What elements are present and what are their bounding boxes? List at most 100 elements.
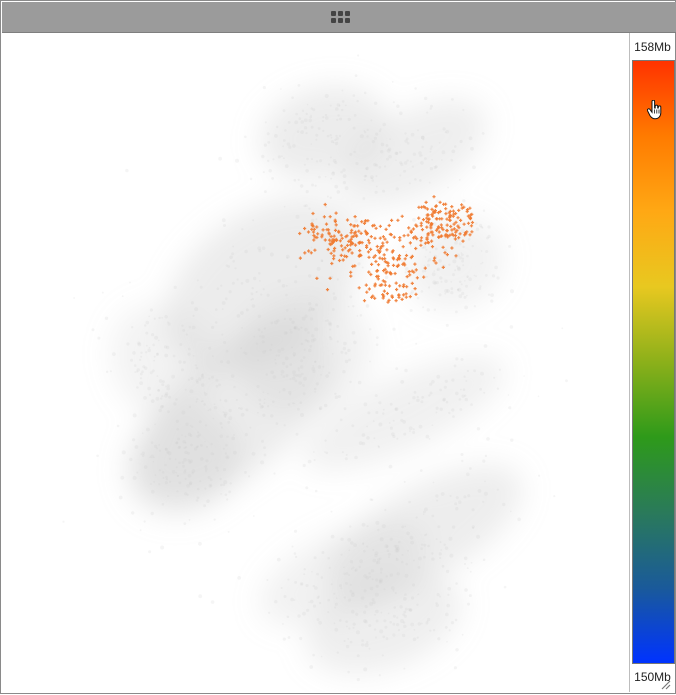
highlight-point xyxy=(430,239,434,243)
scatter-plot-canvas[interactable] xyxy=(4,33,629,692)
cloud-point xyxy=(196,434,200,438)
cloud-point xyxy=(449,553,454,558)
cloud-point xyxy=(167,384,170,388)
cloud-point xyxy=(336,278,339,281)
cloud-point xyxy=(278,391,281,394)
cloud-point xyxy=(325,374,329,378)
highlight-point xyxy=(385,291,389,296)
cloud-point xyxy=(392,622,396,626)
highlight-point xyxy=(375,244,379,249)
cloud-point xyxy=(292,402,295,405)
cloud-point xyxy=(334,392,337,395)
cloud-point xyxy=(311,158,313,161)
cloud-point xyxy=(208,377,211,380)
cloud-point xyxy=(458,179,461,181)
highlight-point xyxy=(378,236,382,240)
cloud-point xyxy=(361,266,364,269)
window-title-bar[interactable] xyxy=(2,2,676,33)
cloud-region xyxy=(303,356,505,470)
cloud-point xyxy=(326,134,330,138)
cloud-point xyxy=(476,534,481,539)
cloud-point xyxy=(200,383,205,387)
highlight-point xyxy=(452,227,456,231)
cloud-point xyxy=(409,608,413,612)
cloud-point xyxy=(205,470,207,473)
cloud-point xyxy=(320,374,322,376)
highlight-point xyxy=(456,216,460,220)
cloud-point xyxy=(158,443,161,446)
cloud-point xyxy=(413,559,415,562)
highlight-point xyxy=(380,257,385,261)
cloud-point xyxy=(140,355,143,358)
cloud-point xyxy=(153,317,156,320)
cloud-point xyxy=(164,392,169,396)
cloud-point xyxy=(404,271,407,274)
cloud-point xyxy=(365,575,370,580)
cloud-point xyxy=(349,583,352,586)
cloud-point xyxy=(478,223,483,228)
cloud-point xyxy=(334,161,338,165)
cloud-point xyxy=(408,500,411,504)
highlight-point xyxy=(405,285,409,289)
cloud-point xyxy=(152,460,155,463)
cloud-point xyxy=(177,437,181,441)
highlight-point xyxy=(429,226,433,230)
cloud-point xyxy=(143,520,146,523)
cloud-point xyxy=(155,447,159,450)
cloud-point xyxy=(508,406,512,410)
cloud-point xyxy=(144,366,148,370)
cloud-point xyxy=(431,514,435,518)
cloud-point xyxy=(319,406,323,410)
cloud-point xyxy=(389,426,393,430)
cloud-point xyxy=(496,276,500,280)
cloud-point xyxy=(321,260,324,262)
cloud-point xyxy=(334,141,339,146)
cloud-point xyxy=(332,171,335,174)
cloud-point xyxy=(384,508,387,512)
cloud-point xyxy=(158,339,160,342)
cloud-point xyxy=(158,449,161,452)
cloud-point xyxy=(455,391,459,396)
cloud-point xyxy=(318,621,322,625)
cloud-point xyxy=(481,226,484,229)
highlight-point xyxy=(365,244,369,248)
cloud-point xyxy=(439,388,442,392)
cloud-point xyxy=(178,445,182,449)
cloud-point xyxy=(227,265,231,268)
cloud-point xyxy=(267,392,269,395)
drag-handle-grid-icon[interactable] xyxy=(331,11,351,25)
cloud-point xyxy=(165,478,168,481)
highlight-point xyxy=(372,255,376,259)
cloud-point xyxy=(457,287,462,292)
cloud-point xyxy=(289,393,292,396)
cloud-point xyxy=(319,159,323,163)
cloud-point xyxy=(469,467,472,470)
cloud-point xyxy=(271,177,274,180)
cloud-point xyxy=(317,365,322,369)
highlight-point xyxy=(439,234,443,238)
cloud-point xyxy=(209,478,213,482)
cloud-point xyxy=(158,483,161,486)
cloud-point xyxy=(250,292,254,296)
cloud-point xyxy=(328,335,332,339)
color-scale-bar[interactable] xyxy=(632,60,675,664)
resize-corner-icon[interactable] xyxy=(659,677,671,690)
scatter-plot-area[interactable] xyxy=(4,33,630,692)
highlight-point xyxy=(414,223,418,227)
cloud-point xyxy=(479,387,482,391)
cloud-point xyxy=(311,307,315,312)
cloud-point xyxy=(335,134,338,137)
cloud-point xyxy=(322,120,324,122)
highlight-point xyxy=(383,283,387,287)
cloud-point xyxy=(310,246,313,249)
cloud-point xyxy=(343,566,345,569)
cloud-point xyxy=(251,297,254,301)
cloud-point xyxy=(465,380,468,382)
cloud-point xyxy=(294,555,298,559)
highlight-point xyxy=(349,237,353,241)
cloud-point xyxy=(432,629,436,632)
cloud-point xyxy=(480,262,482,265)
cloud-point xyxy=(300,184,304,188)
cloud-point xyxy=(259,335,262,338)
cloud-point xyxy=(303,204,307,208)
